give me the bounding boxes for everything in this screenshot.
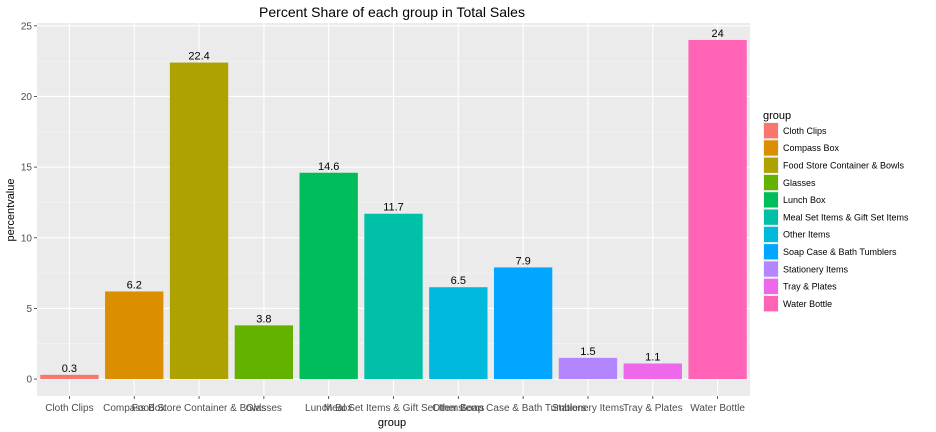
x-tick-label: Stationery Items bbox=[552, 403, 624, 414]
legend-swatch bbox=[764, 278, 778, 294]
legend-swatch bbox=[764, 244, 778, 260]
legend-label: Other Items bbox=[783, 230, 831, 240]
legend-label: Tray & Plates bbox=[783, 282, 837, 292]
bar bbox=[493, 267, 553, 380]
bar bbox=[623, 363, 682, 380]
data-label: 1.1 bbox=[645, 352, 660, 364]
legend-swatch bbox=[764, 209, 778, 225]
y-tick-label: 20 bbox=[21, 92, 33, 103]
legend-label: Lunch Box bbox=[783, 195, 826, 205]
data-label: 3.8 bbox=[256, 313, 271, 325]
bar bbox=[169, 62, 229, 380]
bar bbox=[299, 172, 358, 380]
legend-label: Compass Box bbox=[783, 143, 840, 153]
data-label: 7.9 bbox=[515, 255, 530, 267]
bar bbox=[40, 374, 99, 380]
bar bbox=[234, 325, 294, 380]
data-label: 22.4 bbox=[188, 51, 209, 63]
x-tick-label: Tray & Plates bbox=[623, 403, 683, 414]
legend: group Cloth Clips Compass Box Food Store C… bbox=[763, 110, 909, 313]
legend-label: Glasses bbox=[783, 178, 816, 188]
data-label: 1.5 bbox=[580, 346, 595, 358]
legend-swatch bbox=[764, 192, 778, 208]
data-labels: 0.3 6.2 22.4 3.8 14.6 11.7 6.5 7.9 1.5 1.1 24 bbox=[62, 28, 724, 375]
y-axis-title: percentvalue bbox=[5, 179, 17, 242]
x-tick-label: Soap Case & Bath Tumblers bbox=[460, 403, 586, 414]
x-axis-title: group bbox=[378, 417, 406, 429]
y-tick-label: 15 bbox=[21, 163, 33, 174]
bar bbox=[429, 287, 488, 380]
bar bbox=[105, 291, 164, 380]
legend-swatch bbox=[764, 261, 778, 277]
y-tick-label: 10 bbox=[21, 233, 33, 244]
legend-label: Stationery Items bbox=[783, 264, 849, 274]
legend-label: Cloth Clips bbox=[783, 126, 827, 136]
y-tick-label: 0 bbox=[26, 375, 32, 386]
x-tick-label: Other Items bbox=[432, 403, 484, 414]
legend-label: Food Store Container & Bowls bbox=[783, 160, 905, 170]
y-tick-label: 25 bbox=[21, 21, 33, 32]
data-label: 24 bbox=[711, 28, 723, 40]
legend-label: Soap Case & Bath Tumblers bbox=[783, 247, 897, 257]
bar bbox=[364, 213, 423, 380]
bars bbox=[40, 39, 747, 380]
legend-swatch bbox=[764, 157, 778, 173]
legend-label: Meal Set Items & Gift Set Items bbox=[783, 212, 909, 222]
x-tick-label: Glasses bbox=[246, 403, 282, 414]
legend-swatch bbox=[764, 123, 778, 139]
bar bbox=[558, 357, 618, 380]
x-tick-label: Food Store Container & Bowls bbox=[132, 403, 267, 414]
data-label: 14.6 bbox=[318, 161, 339, 173]
x-tick-label: Cloth Clips bbox=[45, 403, 93, 414]
legend-swatch bbox=[764, 226, 778, 243]
data-label: 6.5 bbox=[451, 275, 466, 287]
x-tick-label: Compass Box bbox=[103, 403, 165, 414]
y-axis: 0 5 10 15 20 25 bbox=[21, 21, 37, 386]
bar bbox=[688, 39, 747, 380]
y-tick-label: 5 bbox=[26, 304, 32, 315]
x-tick-label: Lunch Box bbox=[305, 403, 352, 414]
legend-swatch bbox=[764, 140, 778, 156]
data-label: 6.2 bbox=[127, 279, 142, 291]
chart-title: Percent Share of each group in Total Sal… bbox=[259, 4, 525, 20]
legend-swatch bbox=[764, 174, 778, 191]
legend-swatch bbox=[764, 296, 778, 312]
data-label: 0.3 bbox=[62, 363, 77, 375]
legend-title: group bbox=[763, 110, 791, 122]
x-tick-label: Meal Set Items & Gift Set Items bbox=[324, 403, 464, 414]
data-label: 11.7 bbox=[383, 202, 404, 214]
legend-label: Water Bottle bbox=[783, 299, 832, 309]
x-tick-label: Water Bottle bbox=[690, 403, 745, 414]
